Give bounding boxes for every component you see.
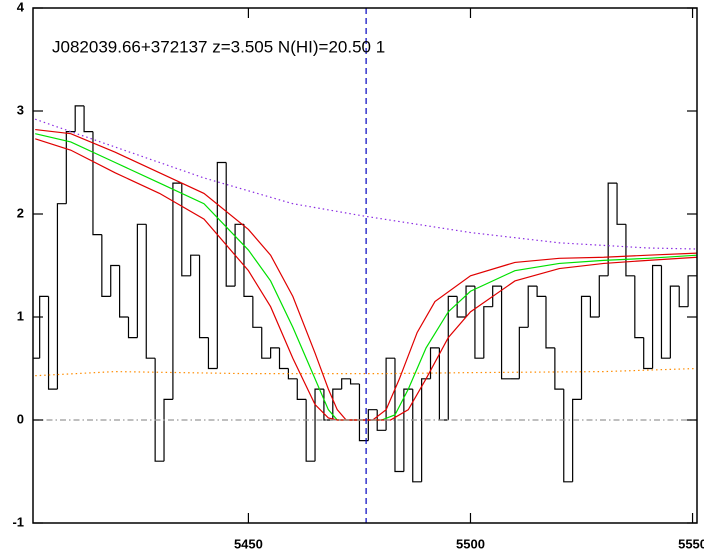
flux-step <box>190 254 200 276</box>
flux-step <box>518 326 529 379</box>
flux-step <box>500 286 511 380</box>
flux-step <box>536 286 546 297</box>
flux-step <box>234 223 244 287</box>
flux-step <box>74 105 85 132</box>
flux-step <box>660 265 671 359</box>
flux-step <box>314 388 324 462</box>
flux-step <box>616 183 626 225</box>
flux-step <box>154 358 165 462</box>
flux-step <box>358 383 369 442</box>
y-tick-label: 1 <box>17 308 24 323</box>
flux-step <box>332 388 342 420</box>
flux-step <box>145 224 156 359</box>
flux-step <box>545 296 555 349</box>
chart-title: J082039.66+372137 z=3.505 N(HI)=20.50 1 <box>52 37 385 56</box>
flux-step <box>341 378 351 390</box>
flux-step <box>643 337 653 370</box>
flux-step <box>651 264 662 369</box>
flux-step <box>580 295 591 400</box>
flux-step <box>110 264 120 297</box>
flux-step <box>83 105 93 133</box>
flux-step <box>394 358 404 473</box>
flux-step <box>243 224 253 297</box>
flux-step <box>403 388 413 472</box>
flux-step <box>634 275 644 339</box>
series-line <box>35 138 697 421</box>
flux-step <box>465 285 475 317</box>
flux-step <box>127 317 138 339</box>
flux-step <box>270 347 280 359</box>
flux-step <box>687 275 697 307</box>
flux-step <box>625 224 635 277</box>
series-line <box>35 118 697 250</box>
flux-step <box>349 378 360 385</box>
flux-step <box>136 223 147 338</box>
flux-step <box>92 131 102 236</box>
flux-step <box>181 183 191 277</box>
flux-step <box>678 286 689 308</box>
flux-step <box>607 182 618 276</box>
flux-step <box>56 203 67 390</box>
flux-step <box>447 295 458 420</box>
y-tick-label: 0 <box>17 411 24 426</box>
flux-step <box>163 398 173 462</box>
flux-step <box>216 161 227 369</box>
flux-step <box>47 296 58 390</box>
x-tick-label: 5550 <box>678 536 704 551</box>
flux-step <box>598 275 609 317</box>
flux-step <box>527 285 538 328</box>
flux-step <box>65 131 76 204</box>
y-tick-label: 3 <box>17 102 24 117</box>
y-tick-label: -1 <box>12 514 24 529</box>
flux-step <box>669 285 680 359</box>
x-tick-label: 5450 <box>234 536 263 551</box>
y-tick-label: 2 <box>17 205 24 220</box>
flux-step <box>296 378 307 400</box>
flux-step <box>554 347 564 390</box>
flux-step <box>39 295 49 359</box>
flux-step <box>474 286 484 359</box>
flux-step <box>119 265 129 318</box>
flux-step <box>252 296 262 328</box>
x-tick-label: 5500 <box>456 536 485 551</box>
flux-step <box>589 296 600 318</box>
plot-area <box>33 8 697 523</box>
flux-step <box>101 234 111 297</box>
flux-step <box>367 409 378 441</box>
series-line <box>35 367 697 377</box>
flux-step <box>385 357 395 431</box>
flux-step <box>261 327 271 359</box>
flux-step <box>483 306 493 359</box>
flux-step <box>225 162 236 287</box>
flux-step <box>492 285 502 307</box>
flux-step <box>287 368 298 380</box>
flux-step <box>198 255 209 339</box>
flux-step <box>421 378 431 482</box>
y-tick-label: 4 <box>17 0 25 14</box>
flux-step <box>207 337 218 370</box>
flux-step <box>572 398 582 482</box>
flux-step <box>278 347 289 370</box>
flux-step <box>172 182 182 400</box>
flux-step <box>429 347 440 379</box>
plot-frame <box>32 7 698 524</box>
